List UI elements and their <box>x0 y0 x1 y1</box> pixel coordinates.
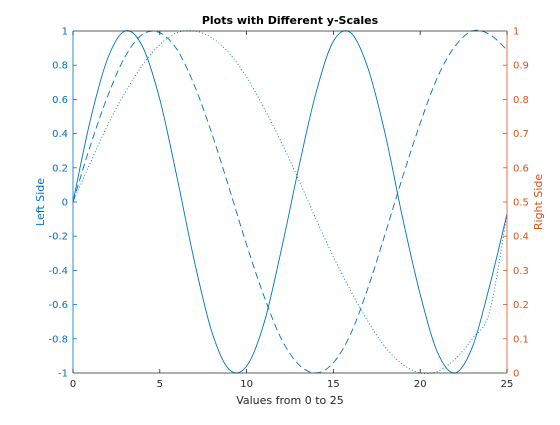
y-right-tick-label: 0.6 <box>513 163 529 174</box>
y-right-tick-label: 0.5 <box>513 198 529 209</box>
y-right-tick-label: 1 <box>513 27 519 38</box>
series-line-3-dotted <box>72 30 508 375</box>
y-axis-left-label: Left Side <box>34 178 47 226</box>
x-tick-label: 20 <box>414 379 427 390</box>
x-tick-label: 10 <box>240 379 253 390</box>
y-left-tick-label: 0.8 <box>52 61 68 72</box>
x-axis-label: Values from 0 to 25 <box>236 394 344 407</box>
y-left-tick-label: 0 <box>62 198 68 209</box>
y-left-tick-label: 1 <box>62 27 68 38</box>
y-axis-right-label: Right Side <box>532 174 545 230</box>
x-tick-label: 25 <box>501 379 514 390</box>
series-line-2-dashed <box>72 29 508 374</box>
y-right-tick-label: 0.7 <box>513 129 529 140</box>
y-right-tick-label: 0.4 <box>513 232 529 243</box>
y-left-tick-label: 0.2 <box>52 163 68 174</box>
x-tick-label: 5 <box>157 379 163 390</box>
y-left-tick-label: 0.4 <box>52 129 68 140</box>
y-left-tick-label: 0.6 <box>52 95 68 106</box>
chart-title: Plots with Different y-Scales <box>202 14 379 27</box>
y-right-tick-label: 0.3 <box>513 266 529 277</box>
y-left-tick-label: -1 <box>58 369 68 380</box>
y-right-tick-label: 0 <box>513 369 519 380</box>
y-right-tick-label: 0.8 <box>513 95 529 106</box>
x-tick-label: 0 <box>70 379 76 390</box>
series-layer <box>72 29 508 375</box>
y-left-tick-label: -0.2 <box>48 232 68 243</box>
y-left-tick-label: -0.8 <box>48 334 68 345</box>
x-tick-label: 15 <box>327 379 340 390</box>
plot-background <box>73 31 507 373</box>
y-right-tick-label: 0.1 <box>513 334 529 345</box>
y-right-tick-label: 0.9 <box>513 61 529 72</box>
y-left-tick-label: -0.6 <box>48 300 68 311</box>
axes-layer: 0 5 10 15 20 25-1-0.8-0.6-0.4-0.200.20.40.60.… <box>48 27 528 391</box>
series-line-1-solid <box>72 30 508 374</box>
y-left-tick-label: -0.4 <box>48 266 68 277</box>
y-right-tick-label: 0.2 <box>513 300 529 311</box>
